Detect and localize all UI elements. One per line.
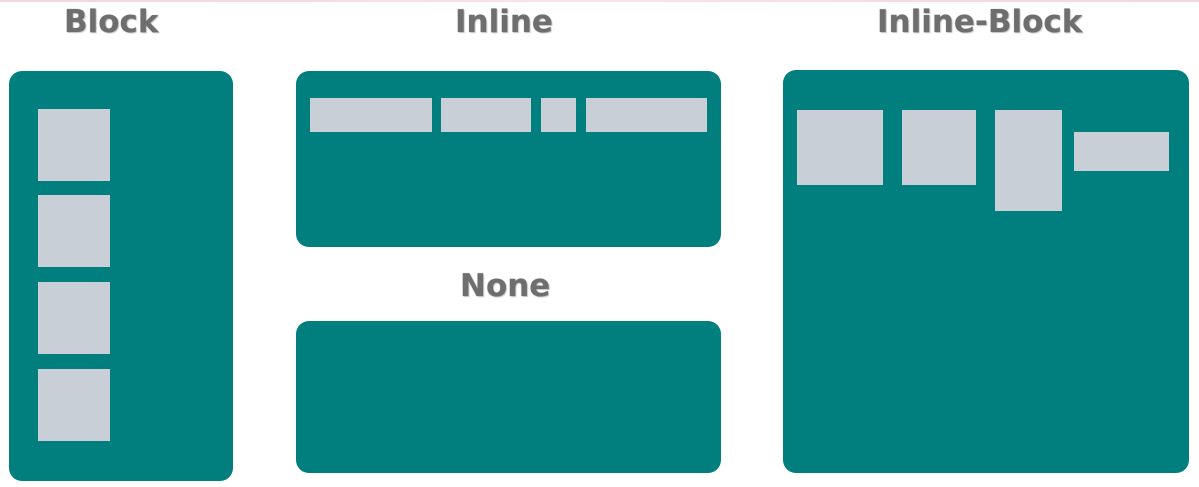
inline-block-box — [797, 110, 883, 185]
block-box — [38, 195, 110, 267]
inline-box — [541, 98, 576, 132]
block-box — [38, 369, 110, 441]
inline-block-box — [902, 110, 976, 185]
block-box — [38, 109, 110, 181]
title-inline-block: Inline-Block — [877, 4, 1083, 40]
inline-block-box — [1074, 132, 1169, 171]
inline-box — [441, 98, 531, 132]
panel-none — [296, 321, 721, 473]
title-inline: Inline — [455, 4, 553, 40]
title-block: Block — [64, 4, 159, 40]
panel-block — [9, 71, 233, 481]
title-none: None — [460, 268, 551, 304]
inline-box — [310, 98, 432, 132]
top-edge-line — [0, 0, 1199, 2]
panel-inline-block — [783, 70, 1189, 473]
block-box — [38, 282, 110, 354]
panel-inline — [296, 71, 721, 247]
inline-block-box — [995, 110, 1062, 211]
inline-box — [586, 98, 707, 132]
